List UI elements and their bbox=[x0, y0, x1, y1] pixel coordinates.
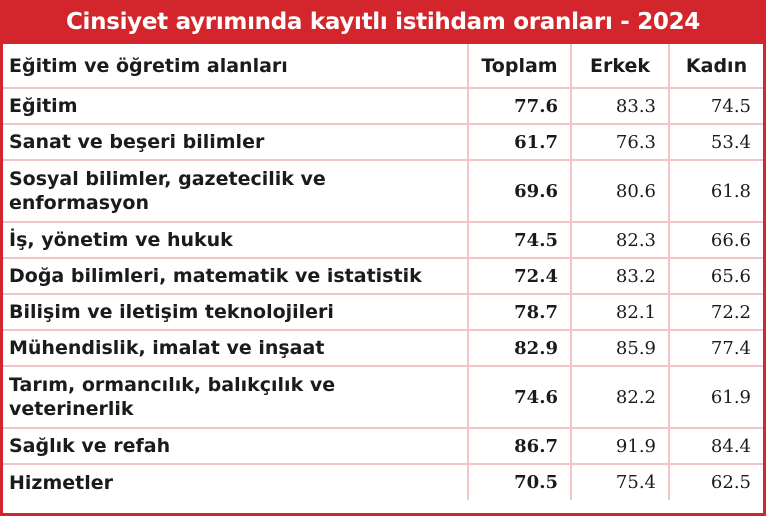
column-header-toplam: Toplam bbox=[467, 44, 571, 89]
cell-toplam: 74.6 bbox=[467, 366, 571, 429]
cell-kadin: 53.4 bbox=[668, 124, 763, 161]
cell-erkek: 83.2 bbox=[570, 258, 669, 295]
column-header-erkek: Erkek bbox=[570, 44, 669, 89]
cell-kadin: 62.5 bbox=[668, 464, 763, 500]
row-label: Sağlık ve refah bbox=[3, 428, 468, 465]
cell-toplam: 69.6 bbox=[467, 160, 571, 223]
employment-rate-table: Eğitim ve öğretim alanları Toplam Erkek … bbox=[3, 44, 763, 500]
cell-kadin: 61.9 bbox=[668, 366, 763, 429]
column-header-field: Eğitim ve öğretim alanları bbox=[3, 44, 468, 89]
row-label: Eğitim bbox=[3, 88, 468, 125]
row-label: Sanat ve beşeri bilimler bbox=[3, 124, 468, 161]
row-label: Bilişim ve iletişim teknolojileri bbox=[3, 294, 468, 331]
table-row: Doğa bilimleri, matematik ve istatistik 7… bbox=[3, 258, 763, 295]
cell-kadin: 65.6 bbox=[668, 258, 763, 295]
cell-erkek: 82.2 bbox=[570, 366, 669, 429]
cell-erkek: 82.3 bbox=[570, 222, 669, 259]
table-row: İş, yönetim ve hukuk 74.5 82.3 66.6 bbox=[3, 222, 763, 259]
row-label: Mühendislik, imalat ve inşaat bbox=[3, 330, 468, 367]
cell-erkek: 91.9 bbox=[570, 428, 669, 465]
table-row: Tarım, ormancılık, balıkçılık ve veterin… bbox=[3, 366, 763, 429]
table-row: Sosyal bilimler, gazetecilik ve enformas… bbox=[3, 160, 763, 223]
cell-erkek: 82.1 bbox=[570, 294, 669, 331]
cell-erkek: 83.3 bbox=[570, 88, 669, 125]
cell-erkek: 85.9 bbox=[570, 330, 669, 367]
cell-erkek: 76.3 bbox=[570, 124, 669, 161]
cell-kadin: 66.6 bbox=[668, 222, 763, 259]
cell-toplam: 78.7 bbox=[467, 294, 571, 331]
cell-toplam: 72.4 bbox=[467, 258, 571, 295]
table-row: Eğitim 77.6 83.3 74.5 bbox=[3, 88, 763, 125]
table-row: Mühendislik, imalat ve inşaat 82.9 85.9 77.… bbox=[3, 330, 763, 367]
row-label: Tarım, ormancılık, balıkçılık ve veterin… bbox=[3, 366, 468, 429]
row-label: Hizmetler bbox=[9, 471, 114, 494]
row-label: İş, yönetim ve hukuk bbox=[3, 222, 468, 259]
cell-kadin: 72.2 bbox=[668, 294, 763, 331]
table-row: Bilişim ve iletişim teknolojileri 78.7 82.… bbox=[3, 294, 763, 331]
cell-kadin: 84.4 bbox=[668, 428, 763, 465]
row-label: Doğa bilimleri, matematik ve istatistik bbox=[3, 258, 468, 295]
cell-toplam: 70.5 bbox=[467, 464, 571, 500]
row-label: Sosyal bilimler, gazetecilik ve enformas… bbox=[3, 160, 468, 223]
cell-erkek: 75.4 bbox=[570, 464, 669, 500]
cell-toplam: 82.9 bbox=[467, 330, 571, 367]
table-row: Hizmetler 70.5 75.4 62.5 bbox=[3, 464, 763, 500]
cell-toplam: 61.7 bbox=[467, 124, 571, 161]
column-header-kadin: Kadın bbox=[668, 44, 763, 89]
cell-erkek: 80.6 bbox=[570, 160, 669, 223]
cell-toplam: 77.6 bbox=[467, 88, 571, 125]
cell-kadin: 74.5 bbox=[668, 88, 763, 125]
cell-toplam: 74.5 bbox=[467, 222, 571, 259]
header-row: Eğitim ve öğretim alanları Toplam Erkek … bbox=[3, 44, 763, 89]
cell-kadin: 77.4 bbox=[668, 330, 763, 367]
table-row: Sağlık ve refah 86.7 91.9 84.4 bbox=[3, 428, 763, 465]
cell-toplam: 86.7 bbox=[467, 428, 571, 465]
cell-kadin: 61.8 bbox=[668, 160, 763, 223]
table-row: Sanat ve beşeri bilimler 61.7 76.3 53.4 bbox=[3, 124, 763, 161]
table-title: Cinsiyet ayrımında kayıtlı istihdam oran… bbox=[3, 0, 763, 44]
